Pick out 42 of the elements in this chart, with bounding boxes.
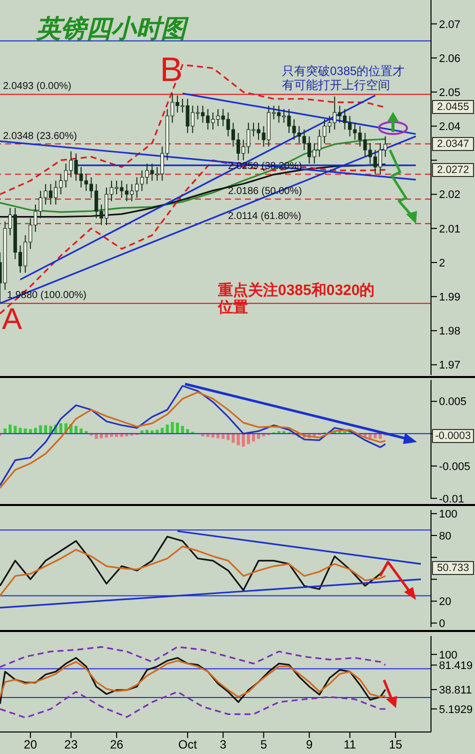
y-tick-label: 2.07 xyxy=(439,18,460,31)
y-tick-label: 1.99 xyxy=(439,291,460,304)
y-tick-label: -0.005 xyxy=(439,460,470,473)
y-tick-label: 1.97 xyxy=(439,360,460,372)
annotation: A xyxy=(2,303,22,336)
y-tick-label: 20 xyxy=(439,596,452,608)
y-tick-label: -0.01 xyxy=(439,493,464,506)
annotation: 只有突破0385的位置才有可能打开上行空间 xyxy=(282,64,406,92)
y-tick-label: 2.05 xyxy=(439,86,460,99)
y-tick-label: 2.04 xyxy=(439,121,460,134)
y-tick-label: 81.419 xyxy=(439,660,473,672)
y-tick-label: 2.02 xyxy=(439,189,460,202)
y-tick-label: 0 xyxy=(439,618,446,630)
ref-line-label: 2.0493 (0.00%) xyxy=(2,81,72,92)
annotation: 2.0455 xyxy=(432,100,474,114)
x-tick-label: 26 xyxy=(110,738,124,752)
y-tick-label: 100 xyxy=(439,649,458,662)
x-tick-label: 9 xyxy=(306,738,313,752)
y-tick-label: 1.98 xyxy=(439,326,460,338)
x-tick-label: 23 xyxy=(64,738,78,752)
y-tick-label: 38.811 xyxy=(439,684,472,696)
x-tick-label: Oct xyxy=(178,738,198,752)
x-tick-label: 5 xyxy=(260,738,268,752)
y-tick-label: 100 xyxy=(439,508,458,521)
y-tick-label: 80 xyxy=(439,530,452,542)
annotation: 50.733 xyxy=(432,560,474,575)
annotation: 2.0347 xyxy=(432,137,474,152)
annotation: -0.0003 xyxy=(432,428,474,443)
ref-line-label: 2.0114 (61.80%) xyxy=(227,210,302,222)
annotation: 重点关注0385和0320的位置 xyxy=(218,282,376,316)
annotation: B xyxy=(160,51,183,90)
annotation: 2.0272 xyxy=(432,162,474,177)
x-tick-label: 20 xyxy=(24,738,38,752)
y-tick-label: 2 xyxy=(439,257,446,270)
x-tick-label: 15 xyxy=(388,738,402,752)
ref-line-label: 2.0348 (23.60%) xyxy=(2,130,78,142)
y-tick-label: 2.06 xyxy=(439,52,460,65)
y-tick-label: 0.005 xyxy=(439,396,467,408)
y-tick-label: 2.01 xyxy=(439,223,460,236)
y-tick-label: 5.1929 xyxy=(439,704,473,716)
x-tick-label: 3 xyxy=(220,738,227,752)
x-tick-label: 11 xyxy=(344,738,356,752)
